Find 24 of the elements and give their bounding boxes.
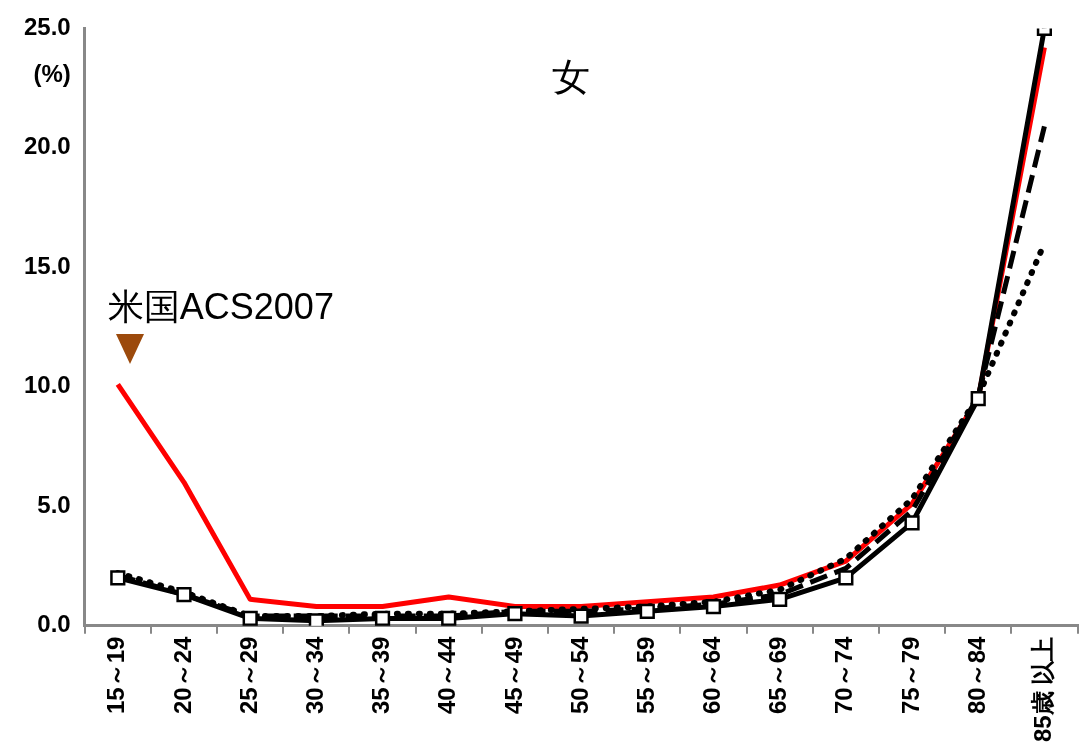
x-tick-label: 35～39 [367, 636, 395, 715]
y-tick-label: 5.0 [37, 490, 71, 518]
x-tick-label: 30～34 [300, 635, 328, 715]
y-tick-label: 25.0 [23, 13, 71, 41]
x-tick-label: 80～84 [962, 635, 990, 715]
x-tick-label: 25～29 [234, 636, 262, 715]
text: 女 [552, 56, 591, 99]
x-tick-label: 85歳 以上 [1029, 636, 1057, 743]
y-tick-label: 10.0 [23, 371, 71, 399]
x-tick-label: 75～79 [896, 636, 924, 715]
x-tick-label: 65～69 [764, 636, 792, 715]
y-axis-title: (%) [33, 59, 71, 87]
y-tick-label: 20.0 [23, 132, 71, 160]
series-label: 米国ACS2007 [107, 286, 334, 328]
x-tick-label: 70～74 [830, 635, 858, 715]
x-tick-label: 50～54 [565, 635, 593, 715]
x-tick-label: 15～19 [102, 636, 130, 715]
x-tick-label: 40～44 [433, 635, 461, 715]
x-tick-label: 60～64 [698, 635, 726, 715]
y-tick-label: 0.0 [37, 610, 71, 638]
x-tick-label: 20～24 [168, 635, 196, 715]
x-tick-label: 55～59 [631, 636, 659, 715]
x-tick-label: 45～49 [499, 636, 527, 715]
y-tick-label: 15.0 [23, 251, 71, 279]
